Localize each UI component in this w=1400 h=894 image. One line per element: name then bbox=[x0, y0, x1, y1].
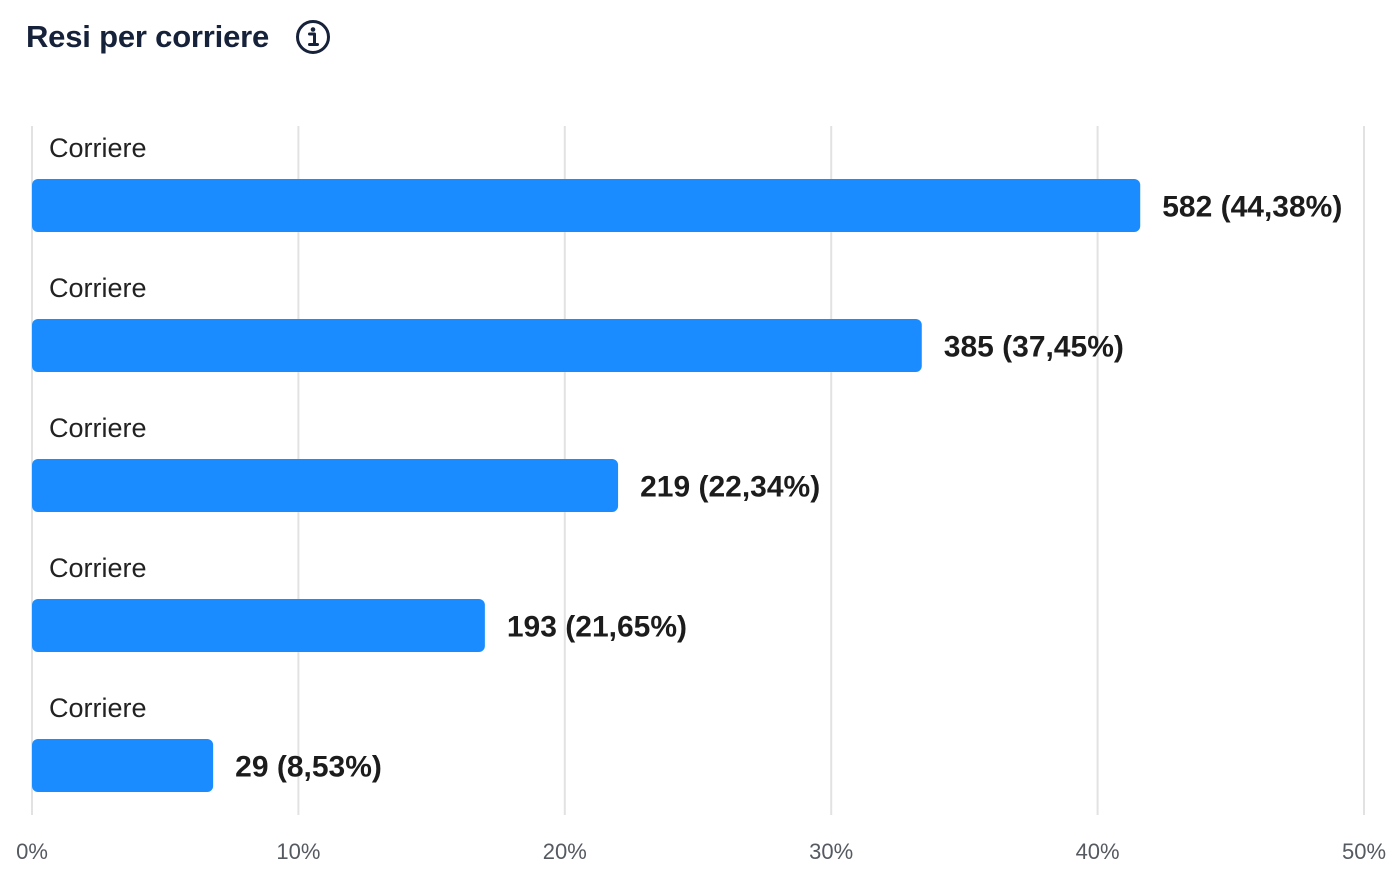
bar bbox=[32, 319, 922, 372]
bars: Corriere 582 (44,38%) Corriere 385 (37,45%)… bbox=[32, 133, 1342, 792]
x-axis-ticks: 0% 10% 20% 30% 40% 50% bbox=[16, 839, 1386, 864]
data-label: 219 (22,34%) bbox=[640, 471, 820, 504]
chart-header: Resi per corriere bbox=[26, 14, 331, 60]
bar bbox=[32, 179, 1141, 232]
data-label: 29 (8,53%) bbox=[235, 751, 382, 784]
category-label: Corriere bbox=[49, 693, 147, 723]
category-label: Corriere bbox=[49, 413, 147, 443]
data-label: 582 (44,38%) bbox=[1162, 191, 1342, 224]
x-tick-label: 40% bbox=[1076, 839, 1120, 864]
x-tick-label: 20% bbox=[543, 839, 587, 864]
data-label: 385 (37,45%) bbox=[944, 331, 1124, 364]
x-tick-label: 0% bbox=[16, 839, 48, 864]
bar bbox=[32, 459, 619, 512]
x-tick-label: 50% bbox=[1342, 839, 1386, 864]
bar bbox=[32, 599, 485, 652]
x-tick-label: 10% bbox=[276, 839, 320, 864]
x-tick-label: 30% bbox=[809, 839, 853, 864]
category-label: Corriere bbox=[49, 553, 147, 583]
info-icon[interactable] bbox=[295, 19, 331, 55]
data-label: 193 (21,65%) bbox=[507, 611, 687, 644]
category-label: Corriere bbox=[49, 273, 147, 303]
bar bbox=[32, 739, 214, 792]
category-label: Corriere bbox=[49, 133, 147, 163]
chart-title: Resi per corriere bbox=[26, 19, 270, 54]
